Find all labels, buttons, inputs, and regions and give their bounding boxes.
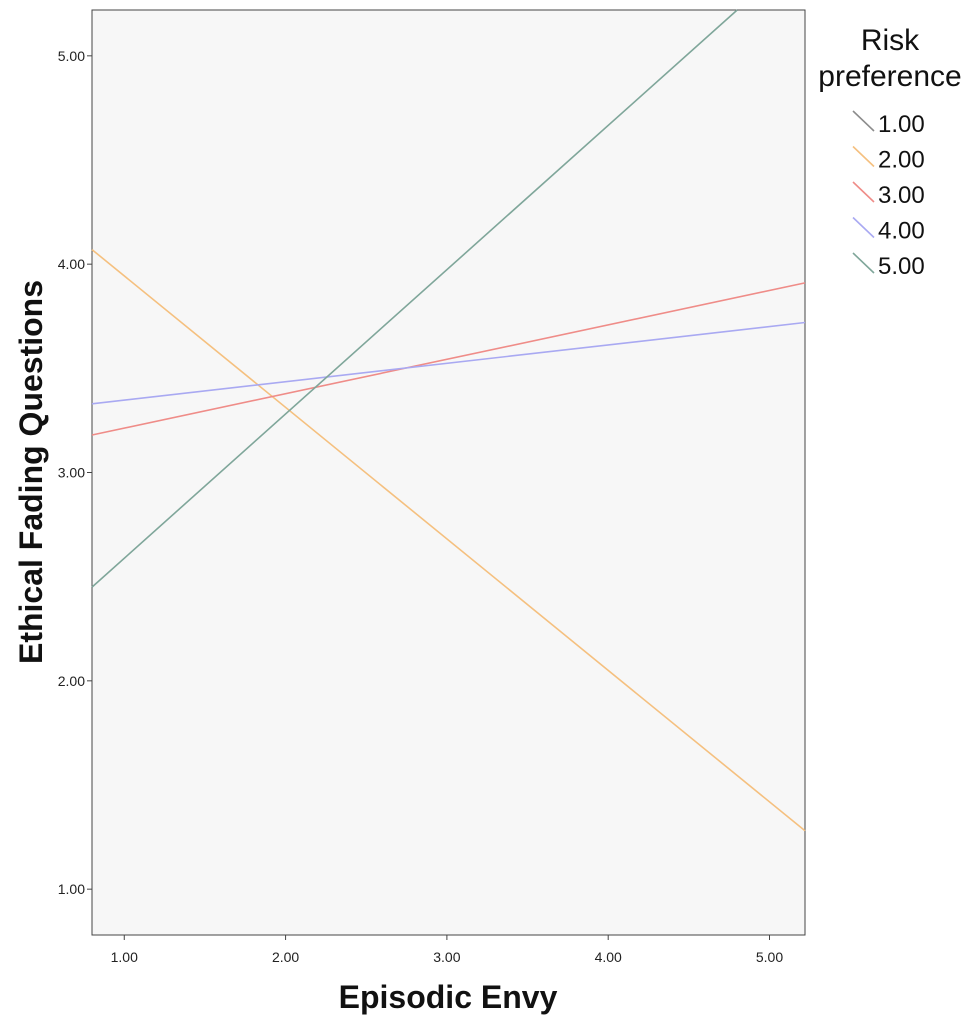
x-axis-title: Episodic Envy [339, 979, 558, 1015]
y-tick-label: 2.00 [58, 673, 85, 689]
legend-label-2.00: 2.00 [878, 147, 925, 174]
x-tick-label: 4.00 [595, 949, 622, 965]
legend-swatch-4.00 [852, 216, 875, 239]
series-line-5.00 [91, 9, 738, 588]
x-tick-label: 1.00 [111, 949, 138, 965]
legend-label-5.00: 5.00 [878, 253, 925, 280]
y-axis: 1.00 2.00 3.00 4.00 5.00 [58, 48, 92, 897]
plot-area [91, 9, 806, 936]
legend-label-1.00: 1.00 [878, 111, 925, 138]
legend-swatch-3.00 [852, 181, 875, 203]
y-axis-title: Ethical Fading Questions [13, 280, 49, 664]
x-tick-label: 5.00 [756, 949, 783, 965]
legend: Risk preference 1.00 2.00 3.00 4.00 5.00 [818, 24, 961, 280]
y-tick-label: 3.00 [58, 465, 85, 481]
series-line-4.00 [91, 321, 806, 405]
legend-swatch-2.00 [852, 145, 875, 168]
x-axis: 1.00 2.00 3.00 4.00 5.00 [111, 935, 783, 965]
legend-items: 1.00 2.00 3.00 4.00 5.00 [852, 110, 925, 280]
legend-swatch-1.00 [852, 110, 875, 132]
series-line-3.00 [91, 282, 806, 436]
legend-label-3.00: 3.00 [878, 182, 925, 209]
x-tick-label: 2.00 [272, 949, 299, 965]
series-lines [91, 9, 806, 832]
legend-title-line-1: Risk [861, 24, 920, 57]
legend-swatch-5.00 [852, 252, 875, 274]
y-tick-label: 5.00 [58, 48, 85, 64]
y-tick-label: 1.00 [58, 881, 85, 897]
legend-title-line-2: preference [818, 60, 961, 93]
series-line-2.00 [91, 248, 806, 832]
y-tick-label: 4.00 [58, 256, 85, 272]
x-tick-label: 3.00 [433, 949, 460, 965]
legend-label-4.00: 4.00 [878, 218, 925, 245]
